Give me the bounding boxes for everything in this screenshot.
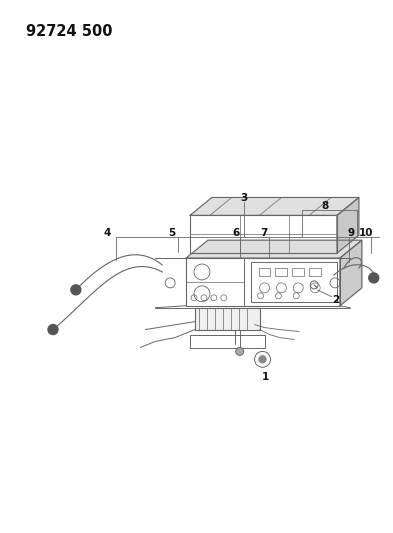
Bar bbox=[195, 308, 259, 329]
Text: 1: 1 bbox=[262, 372, 269, 382]
Circle shape bbox=[259, 356, 266, 363]
Bar bbox=[259, 268, 270, 276]
Text: 9: 9 bbox=[347, 228, 354, 238]
Bar bbox=[275, 268, 287, 276]
Bar bbox=[190, 215, 337, 253]
Text: 8: 8 bbox=[321, 201, 329, 212]
Polygon shape bbox=[337, 198, 359, 253]
Text: 92724 500: 92724 500 bbox=[26, 24, 113, 39]
Circle shape bbox=[236, 348, 244, 356]
Polygon shape bbox=[340, 240, 362, 306]
Text: 2: 2 bbox=[332, 295, 340, 305]
Text: 5: 5 bbox=[169, 228, 176, 238]
Bar bbox=[251, 262, 337, 302]
Text: 4: 4 bbox=[104, 228, 111, 238]
Text: 10: 10 bbox=[358, 228, 373, 238]
Polygon shape bbox=[190, 198, 359, 215]
Polygon shape bbox=[186, 240, 362, 258]
Circle shape bbox=[71, 285, 81, 295]
Bar bbox=[292, 268, 304, 276]
Circle shape bbox=[48, 325, 58, 335]
Bar bbox=[186, 258, 340, 306]
Text: 6: 6 bbox=[232, 228, 239, 238]
Text: 3: 3 bbox=[240, 193, 247, 204]
Circle shape bbox=[369, 273, 379, 283]
Bar bbox=[190, 335, 264, 349]
Bar bbox=[309, 268, 321, 276]
Text: 7: 7 bbox=[260, 228, 267, 238]
